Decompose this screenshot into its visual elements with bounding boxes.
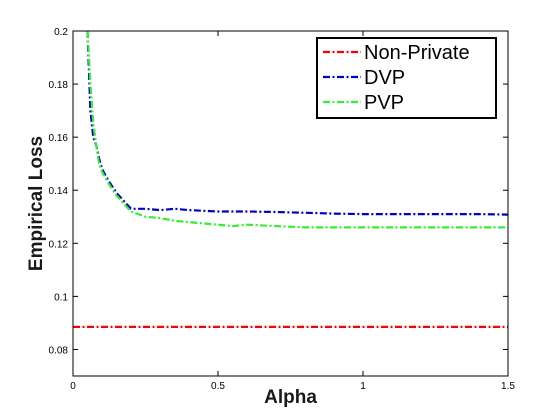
plot-frame [72,30,509,377]
y-tick-label: 0.2 [54,27,68,38]
legend-label-dvp: DVP [364,67,405,89]
series-layer [73,30,509,328]
x-tick-label: 0.5 [211,381,225,392]
y-axis-label: Empirical Loss [26,136,47,271]
x-tick-label: 0 [70,381,76,392]
y-tick-label: 0.14 [49,186,69,197]
y-tick-label: 0.16 [49,133,69,144]
y-tick-label: 0.18 [49,80,69,91]
legend-label-pvp: PVP [364,92,404,114]
series-line-pvp [86,30,508,229]
y-tick-label: 0.12 [49,239,69,250]
legend: Non-Private DVP PVP [316,37,497,119]
x-axis-label: Alpha [264,387,317,408]
y-tick-label: 0.08 [49,345,69,356]
series-line-dvp [86,30,509,216]
y-tick-label: 0.1 [54,292,68,303]
x-tick-label: 1 [360,381,366,392]
ticks-layer: 0 0.5 1 1.5 0.08 0.1 0.12 0.14 0.16 0.18 0.2 [49,27,516,392]
x-tick-label: 1.5 [501,381,515,392]
legend-label-non-private: Non-Private [364,42,470,64]
